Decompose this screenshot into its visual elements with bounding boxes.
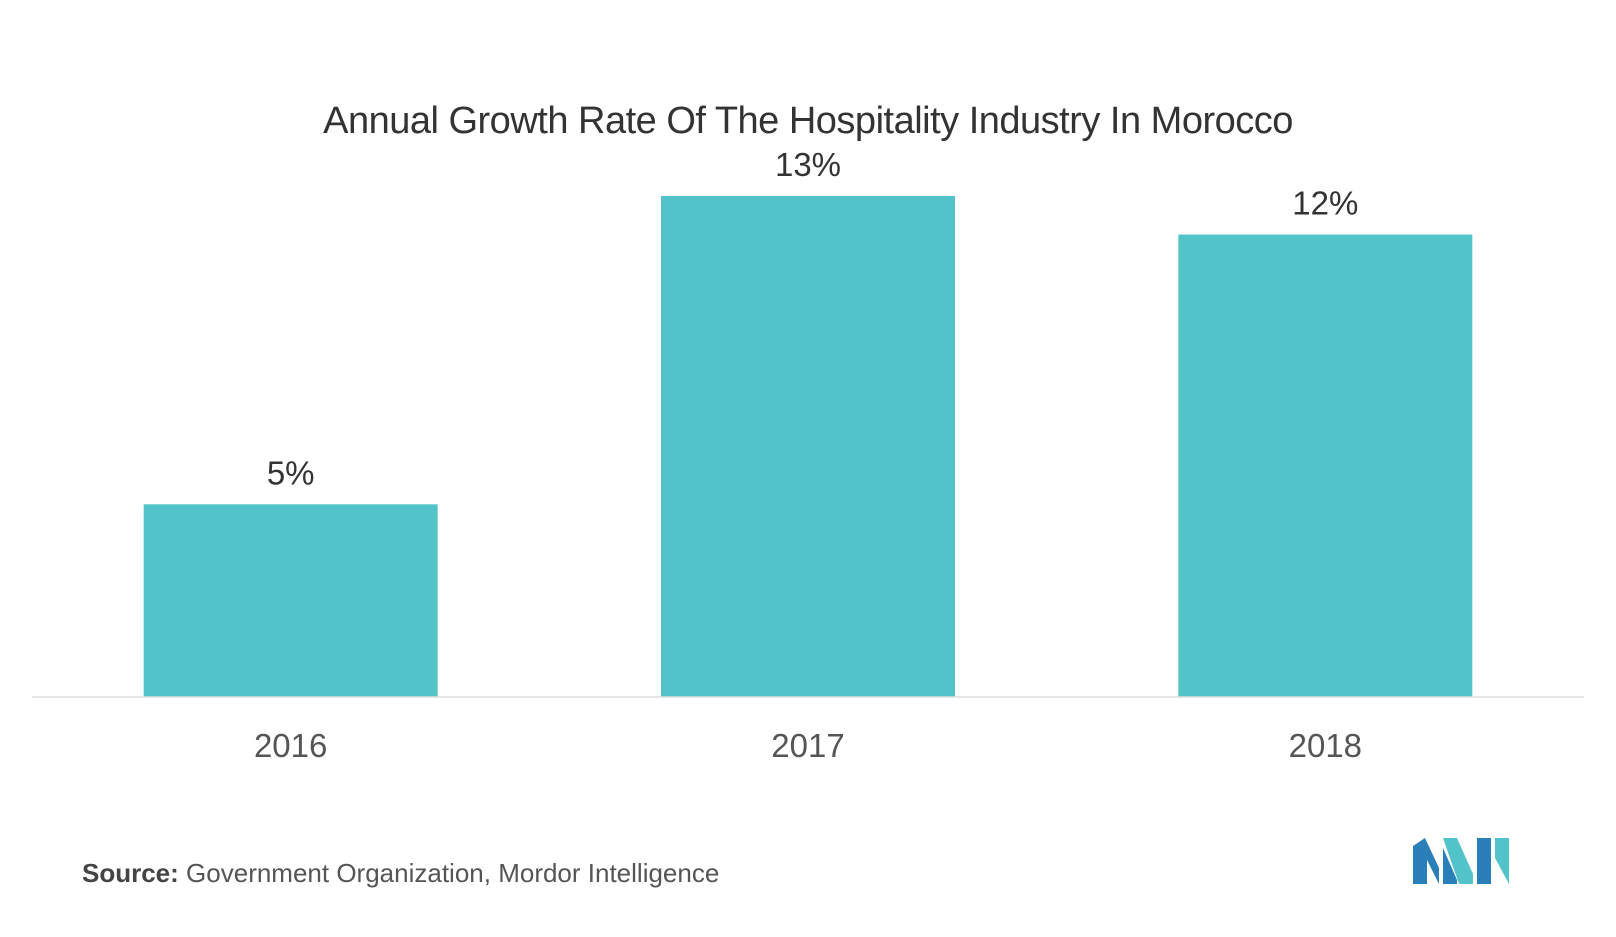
source-label: Source: xyxy=(82,858,179,888)
bar-2016 xyxy=(143,504,438,697)
logo-left-stroke xyxy=(1413,838,1439,884)
bar-2017 xyxy=(661,196,955,697)
chart-title: Annual Growth Rate Of The Hospitality In… xyxy=(323,100,1293,142)
mordor-intelligence-logo xyxy=(1413,838,1509,884)
labels-layer: 5% 2016 13% 2017 12% 2018 xyxy=(254,146,1362,764)
logo-middle-stroke xyxy=(1443,838,1473,884)
logo-right-accent xyxy=(1495,838,1509,884)
x-tick-label-2018: 2018 xyxy=(1289,727,1362,764)
data-label-2017: 13% xyxy=(775,146,841,183)
x-tick-label-2017: 2017 xyxy=(771,727,844,764)
bars-layer xyxy=(143,196,1473,698)
logo-middle-dark xyxy=(1443,848,1457,884)
x-tick-label-2016: 2016 xyxy=(254,727,327,764)
logo-right-stroke xyxy=(1477,838,1491,884)
source-text: Government Organization, Mordor Intellig… xyxy=(186,858,720,888)
bar-2018 xyxy=(1178,234,1473,698)
data-label-2018: 12% xyxy=(1292,185,1358,222)
data-label-2016: 5% xyxy=(267,454,315,491)
source-note: Source: Government Organization, Mordor … xyxy=(82,858,719,889)
